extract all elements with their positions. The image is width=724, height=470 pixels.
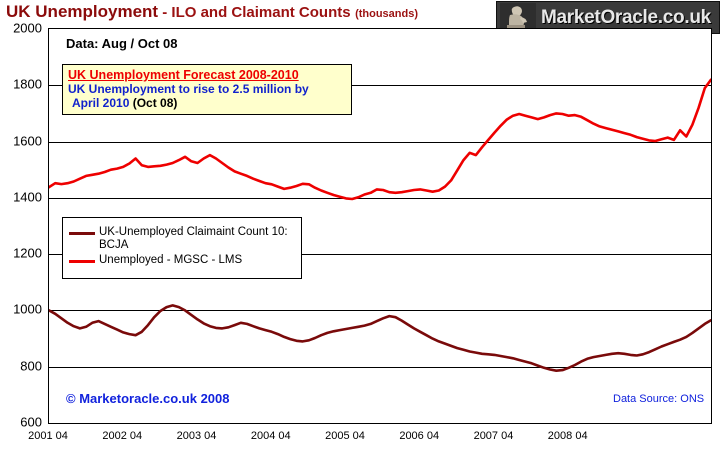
y-tick-label: 1800 bbox=[13, 76, 42, 92]
title-main: UK Unemployment bbox=[6, 2, 159, 21]
gridline-1000 bbox=[49, 310, 711, 311]
gridline-1800 bbox=[49, 85, 711, 86]
series-lines bbox=[49, 78, 711, 373]
gridline-1600 bbox=[49, 142, 711, 143]
chart-legend: UK-Unemployed Claimaint Count 10: BCJA Une… bbox=[62, 217, 302, 279]
forecast-annotation-line2: April 2010 (Oct 08) bbox=[68, 96, 346, 110]
legend-color-swatch bbox=[69, 232, 95, 235]
y-tick-label: 1000 bbox=[13, 301, 42, 317]
copyright-notice: © Marketoracle.co.uk 2008 bbox=[66, 391, 230, 406]
x-tick-label: 2008 04 bbox=[547, 430, 588, 442]
y-tick-label: 1400 bbox=[13, 189, 42, 205]
forecast-annotation-title: UK Unemployment Forecast 2008-2010 bbox=[68, 68, 299, 82]
series-line bbox=[49, 78, 711, 201]
x-tick-label: 2005 04 bbox=[325, 430, 365, 442]
forecast-annotation-box: UK Unemployment Forecast 2008-2010 UK Un… bbox=[62, 64, 352, 115]
y-tick-label: 600 bbox=[20, 414, 42, 430]
gridline-800 bbox=[49, 367, 711, 368]
data-source-note: Data Source: ONS bbox=[613, 393, 705, 405]
page-title: UK Unemployment - ILO and Claimant Count… bbox=[6, 2, 418, 22]
series-line bbox=[49, 304, 711, 373]
y-tick-label: 1200 bbox=[13, 245, 42, 261]
title-subtitle: ILO and Claimant Counts bbox=[171, 4, 351, 21]
x-tick-label: 2003 04 bbox=[176, 430, 217, 442]
logo-wordmark: MarketOracle.co.uk bbox=[541, 7, 711, 28]
forecast-annotation-line1: UK Unemployment to rise to 2.5 million b… bbox=[68, 82, 309, 96]
x-tick-label: 2004 04 bbox=[250, 430, 291, 442]
data-date-label: Data: Aug / Oct 08 bbox=[66, 36, 178, 51]
legend-label: Unemployed - MGSC - LMS bbox=[99, 254, 243, 266]
title-separator: - bbox=[158, 4, 172, 21]
x-tick-label: 2002 04 bbox=[102, 430, 143, 442]
forecast-annotation-date: April 2010 bbox=[72, 96, 130, 110]
gridline-1400 bbox=[49, 198, 711, 199]
x-tick-label: 2006 04 bbox=[399, 430, 440, 442]
gridline-1200 bbox=[49, 254, 711, 255]
y-tick-label: 800 bbox=[20, 358, 42, 374]
y-tick-label: 1600 bbox=[13, 133, 42, 149]
y-tick-label: 2000 bbox=[13, 20, 42, 36]
x-tick-label: 2001 04 bbox=[28, 430, 68, 442]
legend-label: UK-Unemployed Claimaint Count 10: BCJA bbox=[99, 226, 288, 251]
forecast-annotation-asof: (Oct 08) bbox=[132, 96, 178, 110]
plot-inner bbox=[49, 29, 711, 423]
title-units: (thousands) bbox=[355, 8, 419, 20]
legend-color-swatch bbox=[69, 260, 95, 263]
x-tick-label: 2007 04 bbox=[473, 430, 514, 442]
chart-header: UK Unemployment - ILO and Claimant Count… bbox=[0, 0, 724, 46]
